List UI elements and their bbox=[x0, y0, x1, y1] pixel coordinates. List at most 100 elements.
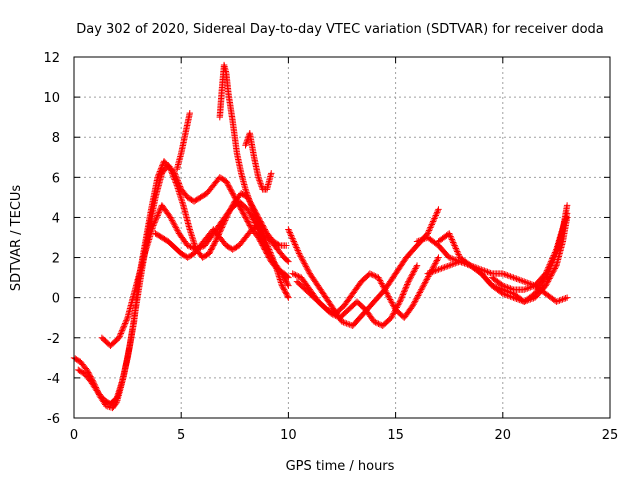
data-point-marker bbox=[427, 269, 435, 276]
data-point-marker bbox=[247, 201, 255, 208]
data-point-marker bbox=[260, 231, 267, 239]
data-point-marker bbox=[285, 258, 292, 265]
data-point-marker bbox=[439, 264, 447, 272]
data-point-marker bbox=[171, 221, 178, 228]
x-tick-label: 5 bbox=[177, 428, 185, 443]
data-point-marker bbox=[372, 273, 379, 280]
data-point-marker bbox=[406, 276, 413, 284]
data-point-marker bbox=[449, 237, 456, 245]
data-point-marker bbox=[238, 207, 246, 214]
data-point-marker bbox=[212, 236, 220, 244]
data-point-marker bbox=[551, 250, 558, 258]
data-point-marker bbox=[400, 288, 408, 295]
data-point-marker bbox=[207, 247, 214, 255]
data-point-marker bbox=[392, 307, 399, 314]
data-point-marker bbox=[410, 301, 417, 308]
data-point-marker bbox=[414, 293, 421, 301]
data-point-marker bbox=[422, 277, 430, 285]
data-point-marker bbox=[248, 204, 256, 211]
data-point-marker bbox=[268, 253, 276, 261]
data-point-marker bbox=[153, 215, 160, 222]
data-point-marker bbox=[447, 261, 454, 269]
data-point-marker bbox=[412, 296, 420, 304]
data-point-marker bbox=[448, 236, 456, 243]
data-point-marker bbox=[284, 293, 291, 300]
data-point-marker bbox=[431, 215, 438, 222]
data-point-marker bbox=[418, 236, 425, 243]
data-point-marker bbox=[389, 300, 396, 308]
data-point-marker bbox=[373, 319, 381, 327]
data-point-marker bbox=[388, 313, 396, 320]
data-point-marker bbox=[524, 279, 531, 286]
data-point-marker bbox=[151, 217, 159, 225]
data-point-marker bbox=[281, 287, 289, 295]
data-point-marker bbox=[295, 248, 302, 256]
data-point-marker bbox=[413, 295, 420, 302]
data-point-marker bbox=[289, 270, 296, 277]
data-point-marker bbox=[303, 264, 310, 272]
series-track-7 bbox=[242, 130, 275, 193]
data-point-marker bbox=[400, 289, 407, 297]
series-track-3 bbox=[98, 198, 292, 349]
data-point-marker bbox=[283, 291, 291, 299]
data-point-marker bbox=[545, 262, 553, 270]
data-point-marker bbox=[249, 214, 256, 222]
data-point-marker bbox=[184, 242, 191, 249]
data-point-marker bbox=[260, 233, 268, 240]
data-point-marker bbox=[267, 249, 274, 256]
data-point-marker bbox=[262, 237, 269, 244]
data-point-marker bbox=[242, 186, 249, 193]
data-point-marker bbox=[257, 225, 265, 233]
data-point-marker bbox=[120, 324, 127, 331]
data-point-marker bbox=[522, 278, 529, 286]
data-point-marker bbox=[415, 237, 422, 245]
data-point-marker bbox=[297, 253, 304, 260]
data-point-marker bbox=[245, 207, 252, 215]
data-point-marker bbox=[341, 319, 349, 327]
data-point-marker bbox=[155, 209, 163, 216]
data-point-marker bbox=[304, 266, 311, 273]
data-point-marker bbox=[450, 240, 458, 248]
data-point-marker bbox=[550, 252, 557, 259]
data-point-marker bbox=[370, 272, 378, 279]
data-point-marker bbox=[449, 261, 456, 268]
data-point-marker bbox=[396, 298, 404, 305]
data-point-marker bbox=[280, 285, 287, 292]
data-point-marker bbox=[547, 273, 554, 281]
data-point-marker bbox=[524, 285, 531, 292]
data-point-marker bbox=[257, 181, 265, 189]
data-point-marker bbox=[386, 296, 394, 303]
data-point-marker bbox=[278, 282, 286, 289]
data-point-marker bbox=[283, 242, 290, 249]
data-point-marker bbox=[155, 210, 162, 218]
data-point-marker bbox=[282, 277, 289, 284]
data-point-marker bbox=[121, 321, 128, 329]
data-point-marker bbox=[433, 210, 440, 218]
data-point-marker bbox=[247, 199, 254, 207]
data-point-marker bbox=[484, 268, 491, 276]
data-point-marker bbox=[173, 225, 180, 233]
data-point-marker bbox=[255, 221, 263, 228]
data-point-marker bbox=[448, 234, 455, 242]
data-point-marker bbox=[510, 274, 517, 281]
data-point-marker bbox=[244, 218, 251, 225]
y-tick-label: 10 bbox=[43, 91, 60, 106]
data-point-marker bbox=[338, 318, 346, 325]
data-point-marker bbox=[415, 292, 422, 299]
data-point-marker bbox=[290, 238, 297, 245]
data-point-marker bbox=[419, 283, 427, 290]
data-point-marker bbox=[508, 273, 516, 281]
data-point-marker bbox=[452, 243, 459, 251]
data-point-marker bbox=[411, 299, 418, 306]
data-point-marker bbox=[244, 206, 251, 213]
data-point-marker bbox=[409, 271, 416, 278]
data-point-marker bbox=[248, 202, 255, 209]
data-point-marker bbox=[433, 257, 441, 264]
data-point-marker bbox=[255, 175, 263, 183]
data-point-marker bbox=[519, 277, 526, 285]
data-point-marker bbox=[430, 268, 438, 275]
data-point-marker bbox=[499, 270, 506, 277]
data-point-marker bbox=[368, 271, 375, 278]
data-point-marker bbox=[281, 275, 289, 283]
